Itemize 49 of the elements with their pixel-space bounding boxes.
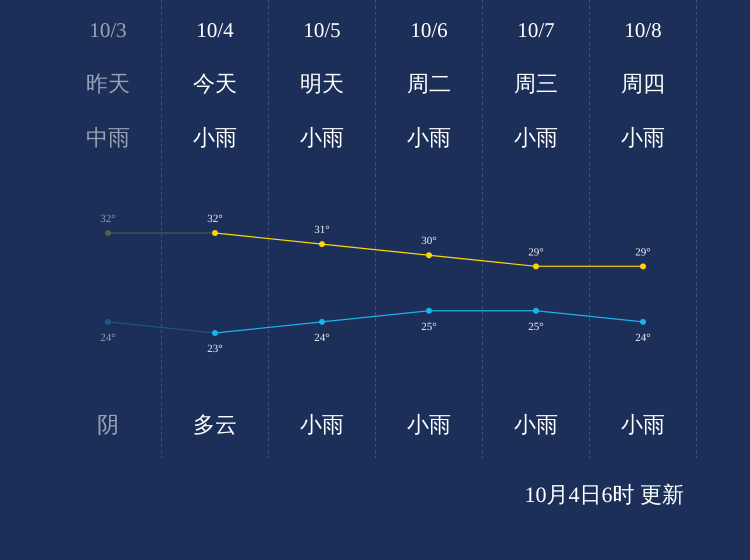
point [640,318,646,325]
text: 昨天 [86,71,130,96]
point [105,318,111,325]
text: 阴 [97,412,119,437]
data-label: 31° [314,224,330,236]
text: 小雨 [300,412,344,437]
x-tick-label: 10/4 [196,18,234,42]
point [212,230,218,236]
data-label: 29° [635,246,651,258]
x-tick-label: 10/8 [624,18,662,42]
text: 周四 [621,71,665,96]
data-label: 24° [100,332,116,344]
text: 小雨 [407,412,451,437]
text: 小雨 [193,125,237,150]
point [319,241,325,248]
data-label: 24° [635,332,651,344]
data-label: 23° [207,343,223,355]
point [319,318,325,325]
x-tick-label: 10/3 [89,18,127,42]
data-label: 25° [421,320,437,333]
point [212,330,218,336]
data-label: 32° [100,213,116,225]
data-label: 29° [528,246,544,258]
point [105,230,111,236]
text: 周三 [514,71,558,96]
text: 小雨 [621,125,665,150]
point [426,308,432,314]
text: 小雨 [621,412,665,437]
text: 明天 [300,71,344,96]
text: 中雨 [86,125,130,150]
point [426,252,432,258]
x-tick-label: 10/5 [303,18,341,42]
point [533,263,539,270]
text: 小雨 [300,125,344,150]
data-label: 30° [421,235,437,248]
text: 10月4日6时 更新 [524,482,684,507]
data-label: 24° [314,332,330,344]
x-tick-label: 10/6 [410,18,448,42]
text: 今天 [193,71,237,96]
text: 多云 [193,412,237,437]
data-label: 32° [207,213,223,225]
point [640,263,646,270]
text: 小雨 [514,125,558,150]
data-label: 25° [528,320,544,333]
text: 周二 [407,71,451,96]
text: 小雨 [407,125,451,150]
x-tick-label: 10/7 [517,18,555,42]
point [533,308,539,314]
text: 小雨 [514,412,558,437]
